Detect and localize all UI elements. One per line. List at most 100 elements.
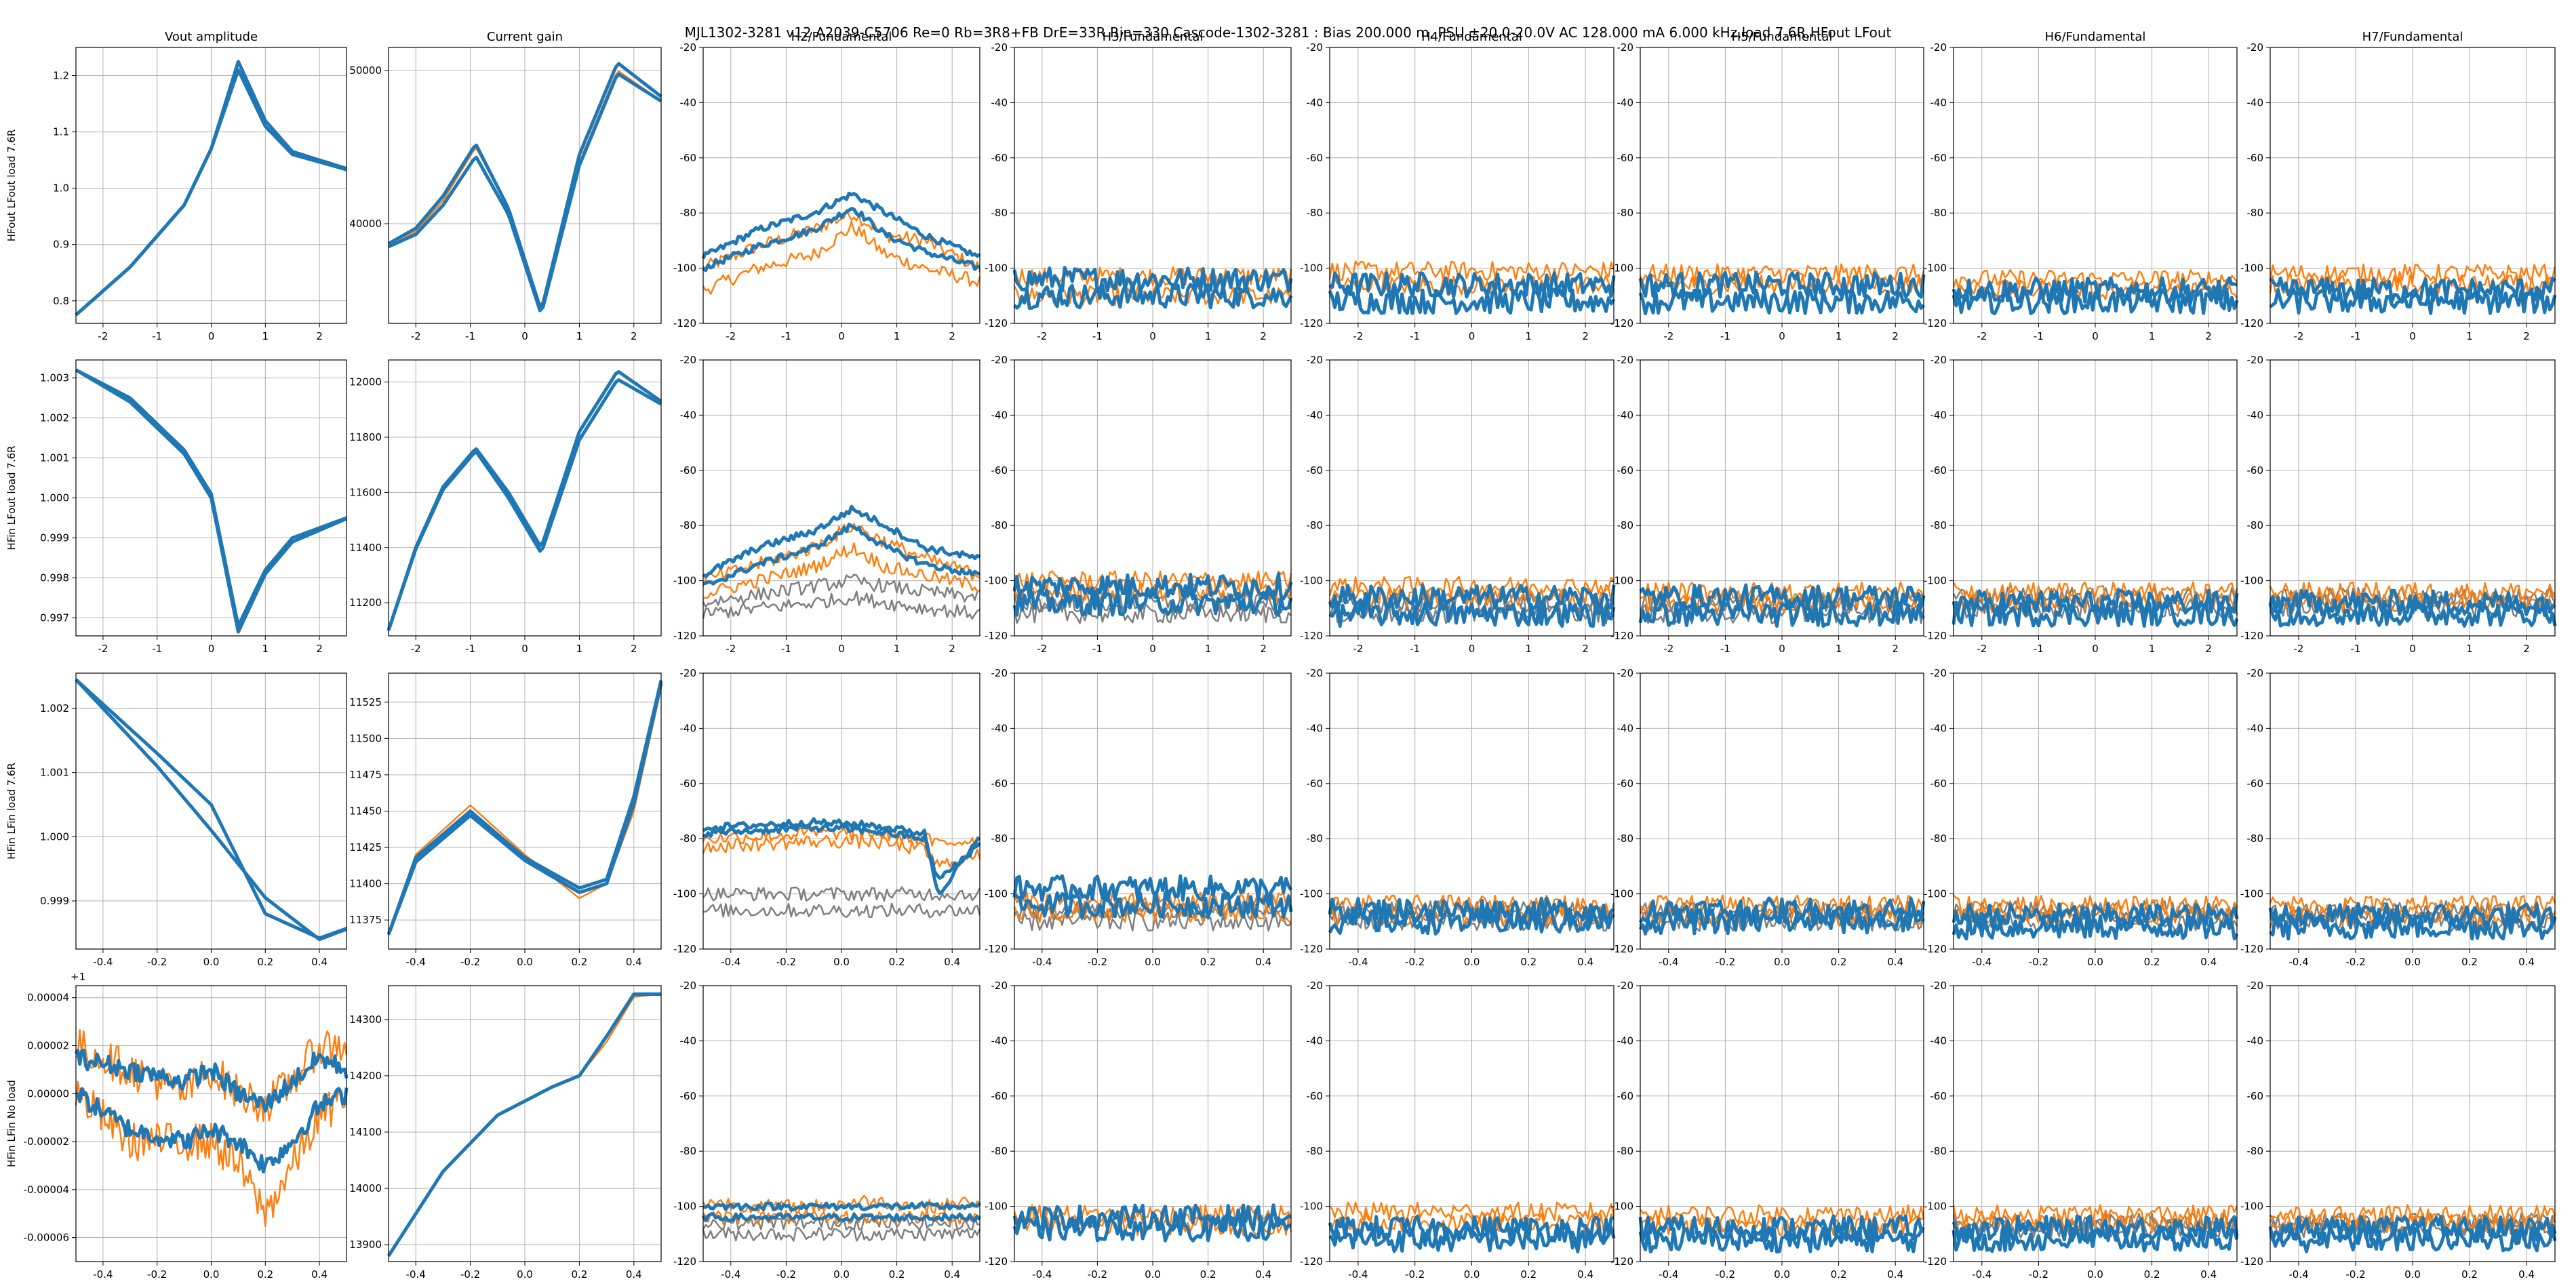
y-tick-label: -120 <box>673 1255 696 1268</box>
x-tick-label: 0.2 <box>1520 956 1537 968</box>
harmonic-series-line <box>702 208 981 273</box>
vout-series-line <box>75 68 347 317</box>
y-tick-label: -120 <box>1300 943 1323 955</box>
y-tick-label: -100 <box>1610 575 1633 587</box>
y-tick-label: -80 <box>680 832 697 845</box>
y-tick-label: 14300 <box>349 1013 382 1026</box>
harmonic-series-line <box>702 1201 981 1211</box>
vout-series-line <box>75 368 347 628</box>
y-tick-label: -60 <box>1930 152 1947 164</box>
y-tick-label: -100 <box>1300 1201 1323 1213</box>
y-tick-label: -60 <box>1617 152 1634 164</box>
harmonic-series-line <box>1638 270 1926 299</box>
x-tick-label: 1 <box>2466 643 2473 655</box>
y-tick-label: -20 <box>1307 667 1324 679</box>
harmonic-series-line <box>1012 1214 1292 1243</box>
axes-frame <box>702 985 980 1262</box>
row-label: HFin LFin load 7.6R <box>5 763 18 860</box>
x-tick-label: -0.2 <box>147 956 167 968</box>
harmonic-series-line <box>702 817 981 895</box>
x-tick-label: 0.2 <box>889 956 905 968</box>
x-tick-label: -0.2 <box>776 956 796 968</box>
x-tick-label: 0.4 <box>1577 956 1593 968</box>
x-tick-label: -2 <box>411 643 421 655</box>
y-tick-label: -40 <box>991 1034 1008 1047</box>
y-tick-label: -100 <box>673 1201 696 1213</box>
axes-frame <box>2270 47 2556 324</box>
x-tick-label: -0.2 <box>2029 1268 2048 1281</box>
x-tick-label: 0.4 <box>311 1268 328 1281</box>
x-tick-label: -1 <box>1410 643 1420 655</box>
y-tick-label: -20 <box>680 667 697 679</box>
y-tick-label: 11475 <box>349 769 382 781</box>
y-tick-label: 1.1 <box>53 126 69 138</box>
x-tick-label: 0.4 <box>1887 1268 1903 1281</box>
x-tick-label: 1 <box>894 330 900 342</box>
x-tick-label: -1 <box>2034 643 2044 655</box>
y-tick-label: -20 <box>680 41 697 54</box>
y-tick-label: -120 <box>985 943 1008 955</box>
x-tick-label: -2 <box>1037 643 1047 655</box>
x-tick-label: -1 <box>781 643 791 655</box>
x-tick-label: 0.0 <box>833 1268 850 1281</box>
y-tick-label: -80 <box>2247 519 2264 531</box>
axes-frame <box>1640 672 1924 950</box>
axes-frame <box>1014 359 1292 637</box>
y-tick-label: -60 <box>991 1090 1008 1102</box>
column-title: H3/Fundamental <box>1103 30 1204 44</box>
axes-frame <box>1014 985 1292 1262</box>
y-tick-label: -60 <box>680 778 697 790</box>
y-tick-label: -80 <box>991 1145 1008 1157</box>
x-tick-label: 2 <box>1892 643 1899 655</box>
harmonic-series-line <box>1328 600 1616 628</box>
y-tick-label: -100 <box>985 262 1008 275</box>
x-tick-label: 0.4 <box>626 956 642 968</box>
x-tick-label: 1 <box>262 643 269 655</box>
x-tick-label: 0.0 <box>2087 1268 2103 1281</box>
harmonic-series-line <box>701 191 981 260</box>
harmonic-series-line <box>1953 1212 2238 1234</box>
y-tick-label: -60 <box>2247 464 2264 477</box>
y-tick-label: -40 <box>1930 409 1947 421</box>
x-tick-label: 0 <box>208 330 215 342</box>
harmonic-series-line <box>1328 287 1616 315</box>
y-tick-label: -40 <box>680 722 697 734</box>
x-tick-label: 0 <box>208 643 215 655</box>
x-tick-label: -0.4 <box>1972 956 1992 968</box>
y-tick-label: 11400 <box>349 878 382 890</box>
axes-frame <box>388 359 662 637</box>
y-tick-label: -120 <box>673 630 696 642</box>
y-tick-label: -20 <box>991 980 1008 992</box>
y-tick-label: -40 <box>680 1034 697 1047</box>
x-tick-label: -0.2 <box>1088 1268 1107 1281</box>
axes-frame <box>388 672 662 950</box>
harmonic-series-line <box>1328 907 1615 936</box>
x-tick-label: -0.2 <box>460 1268 480 1281</box>
harmonic-series-line <box>702 825 980 847</box>
x-tick-label: 2 <box>2523 330 2530 342</box>
axes-frame <box>75 47 347 324</box>
x-tick-label: -0.4 <box>2288 1268 2308 1281</box>
y-tick-label: -20 <box>680 354 697 366</box>
y-tick-label: 0.8 <box>53 295 69 307</box>
x-tick-label: 0.0 <box>1464 1268 1480 1281</box>
y-tick-label: -80 <box>680 207 697 219</box>
x-tick-label: 0 <box>521 330 528 342</box>
x-tick-label: 0.2 <box>571 956 587 968</box>
x-tick-label: 0.4 <box>626 1268 642 1281</box>
x-tick-label: 0 <box>2409 643 2416 655</box>
harmonic-series-line <box>2269 1226 2557 1253</box>
y-tick-label: -100 <box>2240 262 2263 275</box>
y-tick-label: -80 <box>2247 1145 2264 1157</box>
harmonic-series-line <box>1328 1226 1616 1253</box>
gain-series-line <box>387 683 663 935</box>
x-tick-label: -0.4 <box>406 1268 426 1281</box>
x-tick-label: 1 <box>1526 643 1532 655</box>
axes-frame <box>1953 672 2238 950</box>
y-tick-label: -20 <box>1307 41 1324 54</box>
x-tick-label: 0.2 <box>257 956 273 968</box>
x-tick-label: -0.2 <box>2029 956 2048 968</box>
y-tick-label: -80 <box>2247 207 2264 219</box>
axes-frame <box>1329 985 1614 1262</box>
